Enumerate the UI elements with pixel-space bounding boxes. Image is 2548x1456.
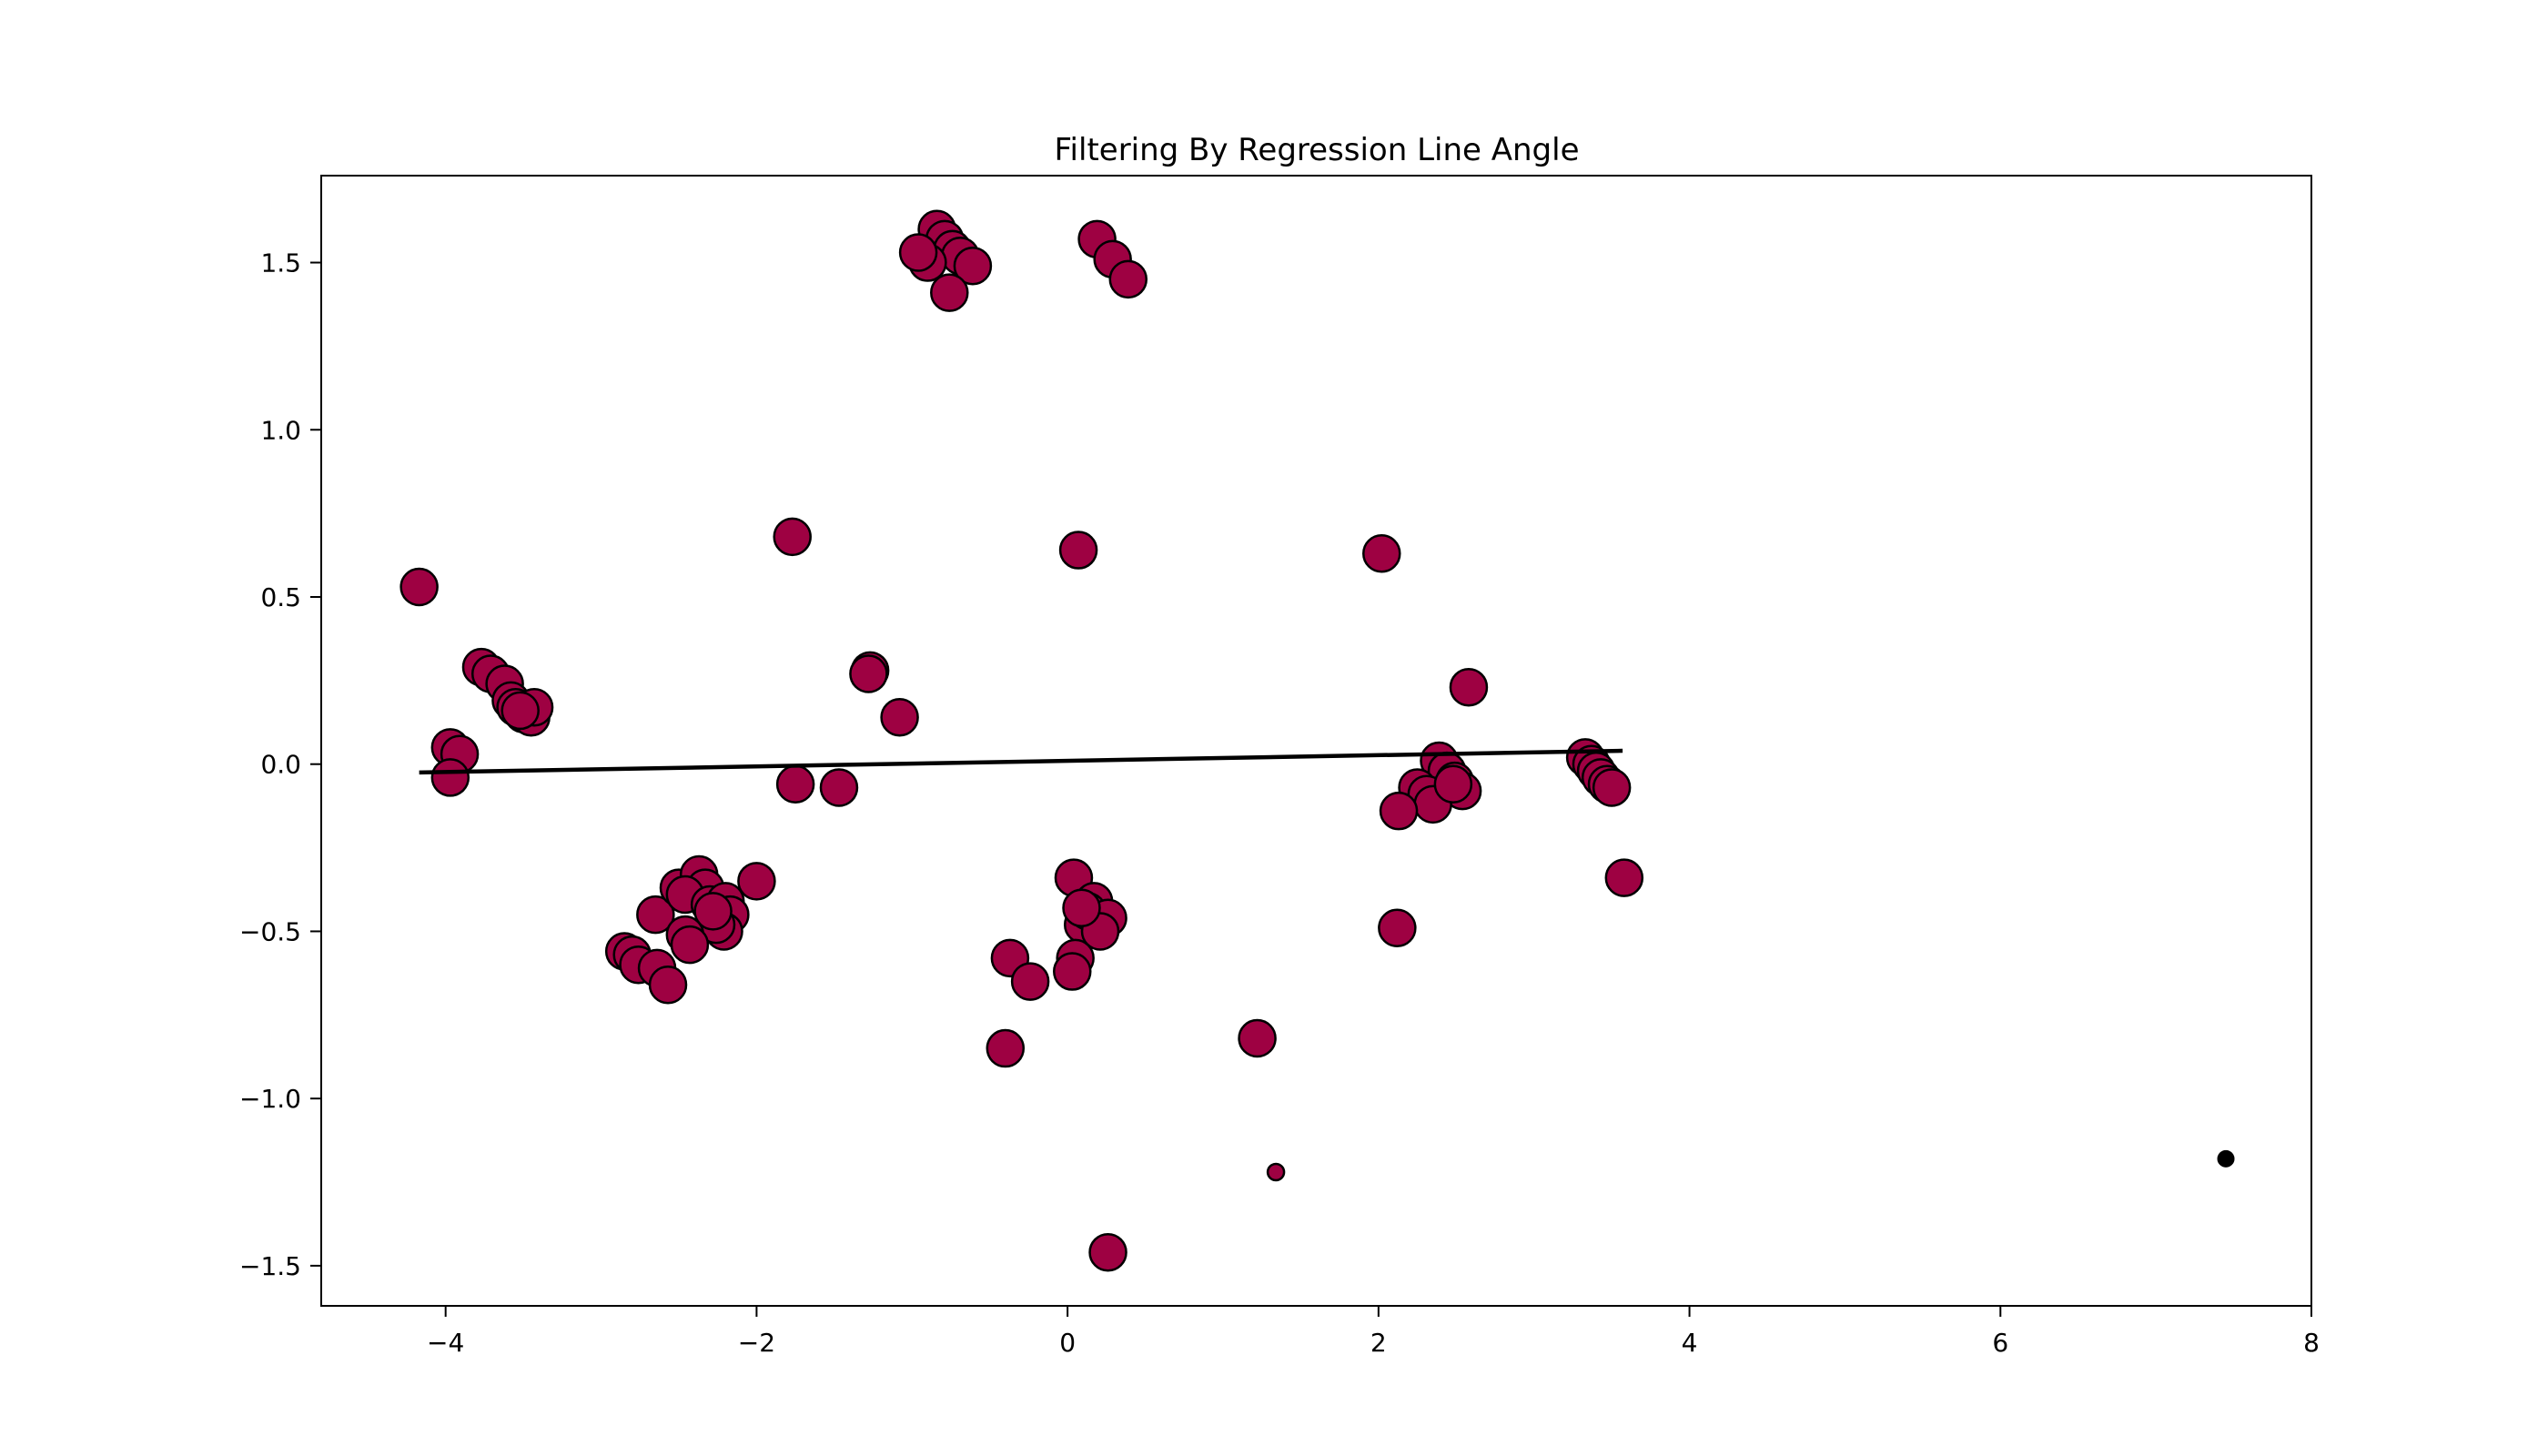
- y-tick-label: 0.5: [260, 582, 301, 612]
- y-tick-label: −0.5: [239, 916, 301, 946]
- scatter-point: [500, 691, 540, 731]
- scatter-point: [636, 895, 675, 935]
- scatter-point: [1088, 1232, 1127, 1272]
- scatter-points: [399, 209, 2235, 1272]
- scatter-point: [1108, 259, 1148, 299]
- scatter-point: [986, 1028, 1026, 1068]
- x-tick-label: 6: [1992, 1328, 2008, 1358]
- scatter-point: [430, 758, 470, 797]
- scatter-point: [1433, 764, 1473, 804]
- scatter-point: [648, 965, 688, 1005]
- plot-area-frame: [320, 175, 2312, 1307]
- scatter-point: [693, 892, 733, 931]
- x-tick-label: 4: [1682, 1328, 1698, 1358]
- scatter-point: [1378, 908, 1417, 948]
- scatter-point: [819, 768, 859, 807]
- scatter-point: [1449, 667, 1489, 707]
- y-tick-label: −1.5: [239, 1251, 301, 1281]
- scatter-point: [930, 273, 969, 312]
- scatter-point: [849, 654, 888, 693]
- scatter-point: [1062, 888, 1101, 927]
- scatter-point: [898, 233, 938, 272]
- x-tick-label: −4: [427, 1328, 464, 1358]
- regression-line-layer: [419, 748, 1623, 775]
- x-tick-label: 8: [2303, 1328, 2320, 1358]
- chart-title: Filtering By Regression Line Angle: [1054, 132, 1579, 168]
- scatter-point: [737, 862, 776, 901]
- scatter-point: [880, 698, 919, 737]
- x-tick-label: 2: [1370, 1328, 1387, 1358]
- scatter-point: [1010, 962, 1050, 1001]
- scatter-point: [1053, 952, 1092, 991]
- scatter-point: [1238, 1018, 1277, 1058]
- y-tick-label: −1.0: [239, 1084, 301, 1114]
- scatter-point: [773, 517, 812, 557]
- scatter-point: [1362, 533, 1401, 573]
- scatter-point: [1592, 768, 1632, 807]
- outlier-point: [2217, 1149, 2235, 1168]
- small-scatter-point: [1266, 1162, 1286, 1182]
- scatter-point: [1379, 791, 1419, 831]
- scatter-point: [399, 567, 439, 607]
- scatter-point: [953, 246, 993, 286]
- y-tick-label: 0.0: [260, 750, 301, 780]
- y-tick-label: 1.5: [260, 248, 301, 278]
- scatter-point: [1058, 531, 1098, 570]
- regression-line: [419, 748, 1623, 775]
- x-tick-label: 0: [1059, 1328, 1076, 1358]
- scatter-point: [775, 764, 815, 804]
- axis-ticks: −4 −2 0 2 4 6 8 −1.5 −1.0 −0.5 0.0 0.5 1.0 1.5: [239, 248, 2320, 1358]
- scatter-point: [670, 925, 710, 965]
- x-tick-label: −2: [738, 1328, 775, 1358]
- scatter-point: [1604, 858, 1644, 897]
- y-tick-label: 1.0: [260, 415, 301, 445]
